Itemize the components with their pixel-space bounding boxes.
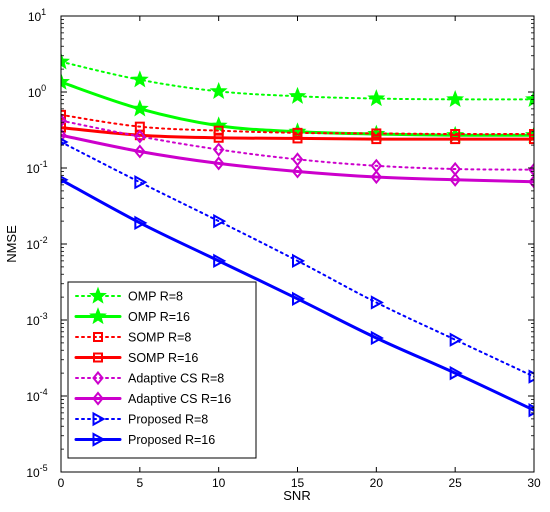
legend-box	[67, 281, 257, 459]
x-tick-label: 25	[448, 476, 462, 490]
series-line-5	[61, 119, 534, 171]
legend-label: Adaptive CS R=8	[128, 372, 224, 386]
series-line-7	[61, 140, 534, 378]
series-2	[61, 72, 534, 143]
x-tick-label: 5	[136, 476, 143, 490]
data-point	[449, 332, 463, 347]
legend-entry-8: Proposed R=16	[74, 432, 215, 447]
data-point	[370, 169, 383, 185]
legend-marker	[89, 286, 107, 304]
legend-marker	[93, 332, 103, 342]
data-point	[292, 291, 306, 307]
y-tick-label: 10-2	[26, 235, 47, 252]
data-point	[371, 128, 382, 139]
data-point	[370, 330, 384, 346]
y-axis-label: NMSE	[4, 225, 19, 263]
legend-entry-3: SOMP R=8	[75, 331, 191, 345]
data-point	[209, 116, 228, 134]
y-tick-label: 10-3	[26, 311, 47, 328]
data-point	[370, 295, 384, 310]
legend-entry-2: OMP R=16	[74, 307, 190, 325]
data-point	[371, 134, 382, 145]
data-point	[61, 113, 67, 128]
series-6	[61, 128, 534, 189]
data-point	[61, 128, 67, 143]
legend-label: Adaptive CS R=16	[128, 392, 231, 406]
axes: 0 5 10 15 20 25 30 101 100 10-1 10-2 10-3 10-4 10-5	[26, 7, 541, 490]
data-point	[213, 213, 227, 229]
legend-label: OMP R=16	[128, 310, 190, 324]
y-tick-label: 101	[28, 7, 46, 24]
legend-label: SOMP R=8	[128, 331, 191, 345]
y-tick-label: 10-5	[26, 463, 47, 480]
x-axis-label: SNR	[283, 488, 310, 503]
data-point	[292, 253, 306, 269]
data-point	[292, 127, 303, 138]
x-tick-label: 10	[212, 476, 226, 490]
series-line-4	[61, 126, 534, 141]
data-point	[61, 109, 66, 120]
legend: OMP R=8 OMP R=16 SOMP R=8 SOMP R=16 Adaptive…	[67, 281, 257, 459]
legend-label: Proposed R=16	[128, 433, 215, 447]
data-point	[134, 175, 148, 190]
data-point	[525, 89, 534, 107]
data-point	[367, 89, 386, 107]
legend-label: Proposed R=8	[128, 413, 208, 427]
data-point	[130, 99, 149, 117]
legend-entry-7: Proposed R=8	[75, 411, 208, 427]
data-point	[61, 52, 70, 70]
legend-entry-4: SOMP R=16	[74, 351, 198, 365]
data-point	[213, 253, 227, 269]
legend-entry-6: Adaptive CS R=16	[74, 391, 231, 406]
data-point	[529, 129, 534, 140]
data-point	[212, 142, 225, 157]
data-point	[134, 144, 146, 159]
data-point	[213, 132, 224, 143]
legend-marker	[92, 411, 106, 427]
legend-marker	[92, 370, 104, 386]
legend-entry-5: Adaptive CS R=8	[75, 370, 224, 386]
data-point	[292, 133, 303, 144]
data-point	[288, 86, 307, 104]
y-tick-label: 10-4	[26, 387, 47, 404]
series-line-6	[61, 133, 534, 184]
x-tick-label: 20	[370, 476, 384, 490]
data-point	[134, 215, 148, 231]
legend-marker	[89, 307, 107, 325]
data-point	[449, 365, 463, 381]
legend-entry-1: OMP R=8	[75, 286, 183, 304]
legend-label: SOMP R=16	[128, 351, 198, 365]
x-tick-label: 15	[291, 476, 305, 490]
series-line-8	[61, 178, 534, 412]
legend-label: OMP R=8	[128, 290, 183, 304]
y-tick-label: 100	[28, 83, 46, 100]
legend-marker	[92, 391, 104, 406]
plot-area	[61, 52, 534, 418]
legend-marker	[93, 352, 103, 363]
x-tick-label: 0	[58, 476, 65, 490]
data-point	[528, 369, 534, 384]
data-point	[61, 72, 70, 90]
data-point	[130, 70, 149, 88]
data-point	[212, 156, 225, 171]
series-8	[61, 175, 534, 418]
y-tick-label: 10-1	[26, 159, 47, 176]
series-1	[61, 52, 534, 107]
data-point	[209, 81, 228, 99]
data-point	[529, 134, 534, 145]
data-point	[528, 403, 534, 418]
data-point	[449, 172, 461, 187]
data-point	[450, 134, 461, 145]
data-point	[134, 129, 146, 144]
data-point	[61, 122, 66, 133]
series-line-3	[61, 113, 534, 136]
data-point	[291, 164, 304, 179]
data-point	[446, 89, 465, 107]
x-tick-label: 30	[527, 476, 541, 490]
legend-marker	[92, 432, 106, 447]
